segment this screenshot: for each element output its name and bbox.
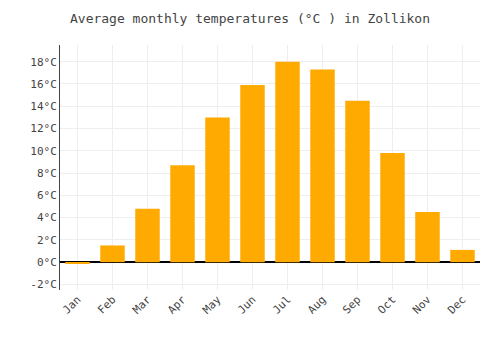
svg-text:Sep: Sep	[340, 293, 363, 316]
svg-text:Mar: Mar	[130, 293, 154, 317]
svg-text:6°C: 6°C	[37, 189, 57, 202]
svg-text:Apr: Apr	[165, 293, 189, 317]
svg-text:4°C: 4°C	[37, 211, 57, 224]
svg-text:Jun: Jun	[235, 293, 258, 316]
svg-text:Nov: Nov	[410, 293, 434, 317]
svg-text:18°C: 18°C	[30, 56, 57, 69]
svg-text:8°C: 8°C	[37, 167, 57, 180]
svg-text:May: May	[200, 293, 224, 317]
svg-text:Oct: Oct	[375, 293, 398, 316]
svg-text:12°C: 12°C	[30, 122, 57, 135]
svg-text:Jul: Jul	[270, 293, 293, 316]
svg-text:16°C: 16°C	[30, 78, 57, 91]
svg-text:10°C: 10°C	[30, 145, 57, 158]
svg-text:Average monthly temperatures (: Average monthly temperatures (°C ) in Zo…	[70, 11, 430, 26]
svg-text:2°C: 2°C	[37, 234, 57, 247]
svg-text:0°C: 0°C	[37, 256, 57, 269]
svg-text:-2°C: -2°C	[30, 278, 57, 291]
svg-text:Jan: Jan	[60, 293, 83, 316]
svg-text:Dec: Dec	[445, 293, 468, 316]
svg-text:14°C: 14°C	[30, 100, 57, 113]
svg-text:Feb: Feb	[95, 293, 118, 316]
svg-text:Aug: Aug	[305, 293, 328, 316]
